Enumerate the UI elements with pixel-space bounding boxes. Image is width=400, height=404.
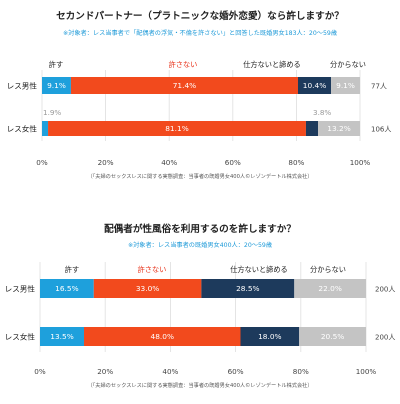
- chart-subtitle: ※対象者：レス当事者で「配偶者の浮気・不倫を許さない」と回答した既婚男女183人…: [63, 29, 337, 37]
- x-tick-label: 0%: [34, 367, 46, 376]
- x-tick-label: 0%: [36, 158, 48, 167]
- category-label: レス男性: [7, 81, 38, 91]
- bar-segment: [84, 327, 241, 346]
- source-note: （「夫婦のセックスレスに関する実態調査：当事者の既婚男女400人©レゾンデートル…: [87, 381, 312, 389]
- data-label: 18.0%: [258, 332, 281, 341]
- chart-subtitle: ※対象者：レス当事者の既婚男女400人：20〜59歳: [128, 241, 272, 249]
- legend-label: 分からない: [310, 265, 346, 274]
- bar-segment: [201, 279, 295, 298]
- bar-segment: [240, 327, 300, 346]
- bar-segment: [40, 327, 85, 346]
- bar-segment: [318, 121, 360, 136]
- x-tick-label: 20%: [98, 158, 114, 167]
- bar-segment: [294, 279, 366, 298]
- bar-segment: [299, 327, 366, 346]
- data-label: 48.0%: [151, 332, 174, 341]
- bar-segment: [48, 121, 306, 136]
- chart-title: 配偶者が性風俗を利用するのを許しますか？: [104, 223, 296, 235]
- bar-segment: [331, 77, 360, 94]
- bar-segment: [42, 121, 49, 136]
- source-note: （「夫婦のセックスレスに関する実態調査：当事者の既婚男女400人©レゾンデートル…: [87, 172, 312, 180]
- row-total: 200人: [375, 334, 395, 342]
- row-total: 106人: [371, 126, 391, 134]
- data-label: 20.5%: [321, 332, 344, 341]
- bar-segment: [305, 121, 319, 136]
- row-total: 200人: [375, 286, 395, 294]
- legend-label: 許す: [65, 265, 79, 274]
- category-label: レス女性: [7, 124, 38, 134]
- data-label: 9.1%: [47, 81, 66, 90]
- data-label: 13.5%: [50, 332, 73, 341]
- legend-label: 分からない: [330, 60, 366, 69]
- data-label: 3.8%: [313, 108, 331, 117]
- x-tick-label: 60%: [225, 158, 241, 167]
- data-label: 9.1%: [336, 81, 355, 90]
- category-label: レス男性: [5, 284, 36, 294]
- row-total: 77人: [371, 83, 387, 91]
- data-label: 33.0%: [136, 284, 159, 293]
- data-label: 16.5%: [55, 284, 78, 293]
- bar-segment: [70, 77, 298, 94]
- data-label: 71.4%: [173, 81, 196, 90]
- legend-label: 許さない: [169, 60, 198, 69]
- category-label: レス女性: [5, 332, 36, 342]
- x-tick-label: 100%: [356, 367, 377, 376]
- data-label: 10.4%: [303, 81, 326, 90]
- x-tick-label: 80%: [288, 158, 304, 167]
- x-tick-label: 20%: [97, 367, 113, 376]
- chart-title: セカンドパートナー（プラトニックな婚外恋愛）なら許しますか？: [56, 10, 344, 22]
- bar-segment: [93, 279, 202, 298]
- x-tick-label: 60%: [228, 367, 244, 376]
- legend-label: 許す: [49, 60, 63, 69]
- data-label: 28.5%: [236, 284, 259, 293]
- x-tick-label: 80%: [293, 367, 309, 376]
- x-tick-label: 40%: [161, 158, 177, 167]
- data-label: 13.2%: [327, 124, 350, 133]
- data-label: 22.0%: [318, 284, 341, 293]
- legend-label: 仕方ないと諦める: [230, 265, 288, 274]
- bar-segment: [42, 77, 71, 94]
- bar-segment: [40, 279, 94, 298]
- legend-label: 許さない: [138, 265, 167, 274]
- data-label: 81.1%: [165, 124, 188, 133]
- bar-segment: [297, 77, 332, 94]
- legend-label: 仕方ないと諦める: [243, 60, 301, 69]
- x-tick-label: 100%: [350, 158, 371, 167]
- x-tick-label: 40%: [162, 367, 178, 376]
- data-label: 1.9%: [43, 108, 61, 117]
